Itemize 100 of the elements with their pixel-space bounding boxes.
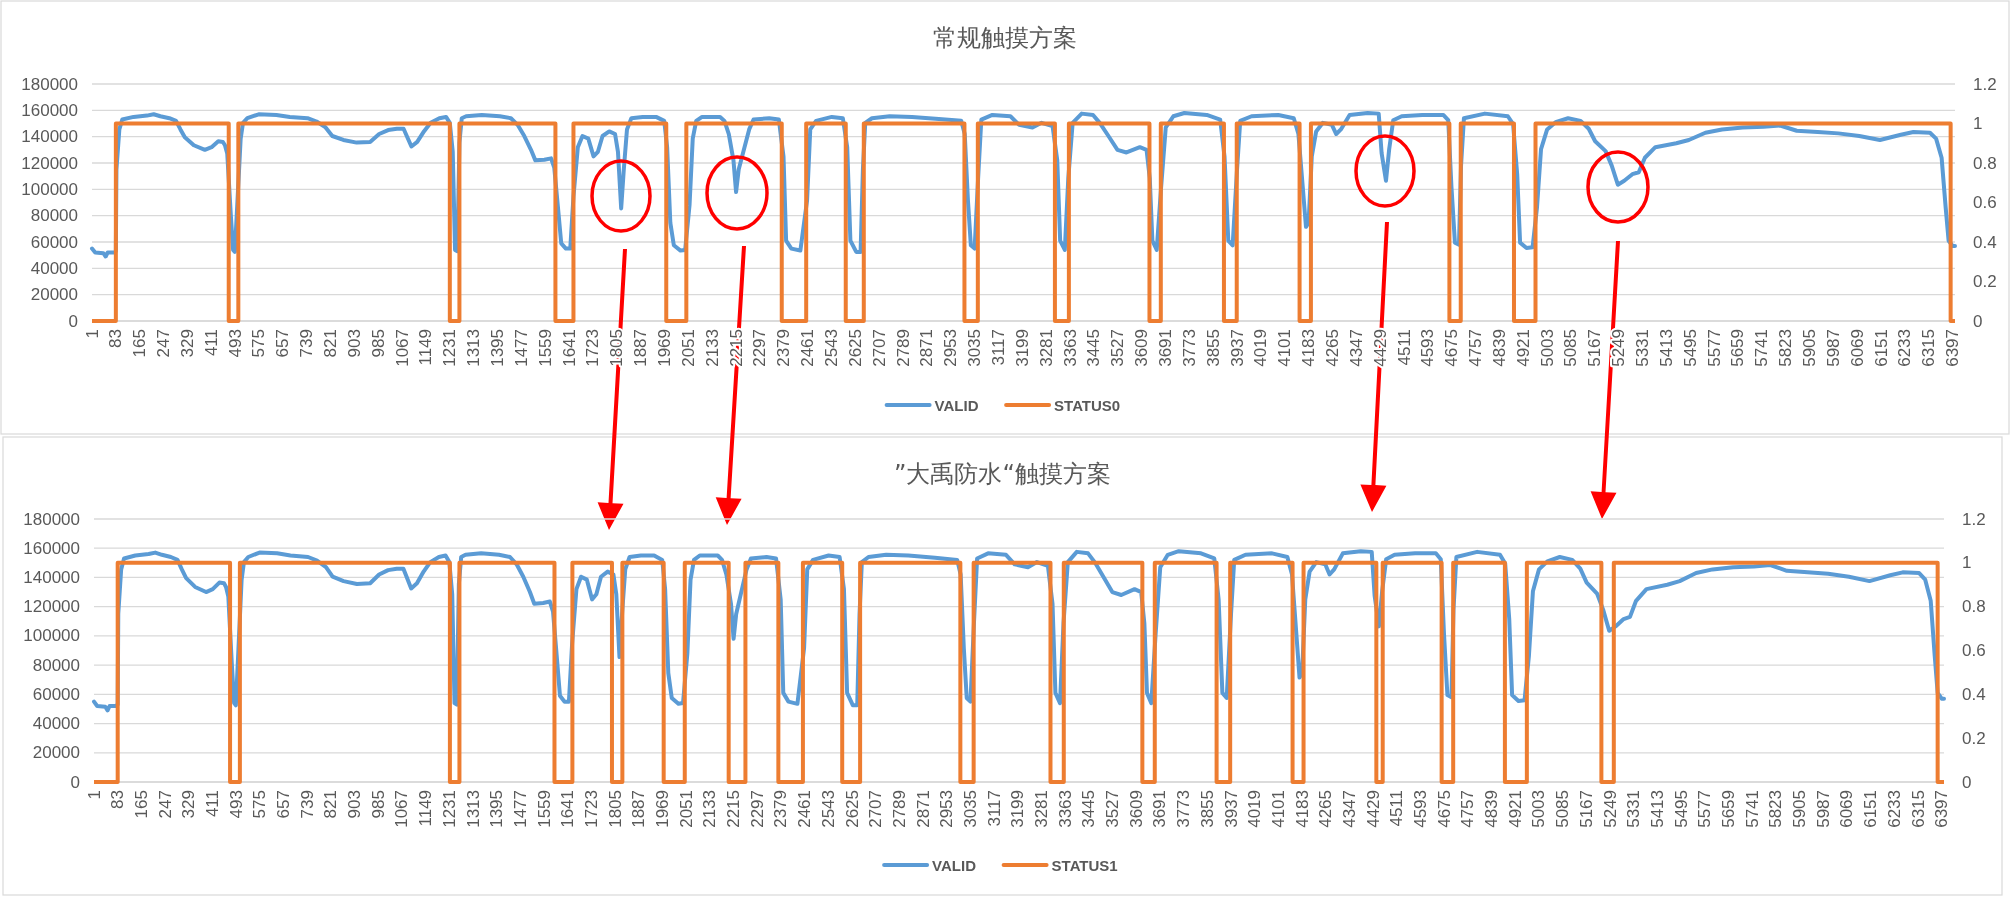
y-tick-label: 60000 — [30, 232, 78, 252]
y-tick-label: 140000 — [23, 567, 80, 587]
y2-tick-label: 0.6 — [1973, 193, 1997, 212]
y-tick-label: 0 — [70, 772, 80, 792]
x-tick-label: 2133 — [700, 790, 720, 828]
x-tick-label: 247 — [155, 790, 175, 819]
x-tick-label: 3445 — [1079, 790, 1099, 828]
x-tick-label: 4757 — [1466, 329, 1486, 367]
x-tick-label: 6315 — [1919, 329, 1939, 367]
y2-tick-label: 1.2 — [1973, 74, 1997, 94]
x-tick-label: 1969 — [655, 329, 675, 367]
x-tick-label: 4839 — [1482, 790, 1502, 828]
x-tick-label: 1149 — [416, 329, 436, 366]
x-tick-label: 2215 — [726, 329, 746, 367]
x-tick-label: 5003 — [1537, 329, 1557, 367]
x-tick-label: 6233 — [1884, 790, 1904, 828]
x-tick-label: 575 — [249, 329, 269, 358]
x-tick-label: 6397 — [1943, 329, 1963, 367]
x-tick-label: 1641 — [558, 790, 578, 828]
x-tick-label: 657 — [273, 329, 293, 358]
x-tick-label: 1 — [84, 790, 104, 800]
legend-label: STATUS1 — [1051, 856, 1118, 874]
x-tick-label: 2461 — [798, 329, 818, 367]
x-tick-label: 6233 — [1895, 329, 1915, 367]
x-tick-label: 1477 — [511, 329, 531, 367]
x-tick-label: 5331 — [1624, 790, 1644, 828]
x-tick-label: 657 — [274, 790, 294, 819]
x-tick-label: 4347 — [1346, 329, 1366, 367]
y-tick-label: 40000 — [32, 714, 80, 734]
x-tick-label: 2871 — [917, 329, 937, 367]
x-tick-label: 5085 — [1561, 329, 1581, 367]
x-tick-label: 2953 — [941, 329, 961, 367]
x-tick-label: 5495 — [1680, 329, 1700, 367]
x-tick-label: 5823 — [1776, 329, 1796, 367]
x-tick-label: 4265 — [1322, 329, 1342, 367]
legend-label: STATUS0 — [1054, 396, 1121, 414]
x-tick-label: 821 — [321, 329, 341, 358]
y-tick-label: 20000 — [32, 743, 80, 763]
x-tick-label: 1 — [82, 329, 102, 339]
x-tick-label: 5577 — [1704, 329, 1724, 367]
y2-tick-label: 0 — [1973, 311, 1983, 331]
y2-tick-label: 0.8 — [1962, 597, 1986, 617]
x-tick-label: 1231 — [439, 790, 459, 828]
y-tick-label: 60000 — [32, 684, 80, 704]
x-tick-label: 3035 — [965, 329, 985, 367]
y-tick-label: 160000 — [23, 538, 80, 558]
x-tick-label: 739 — [297, 329, 317, 358]
x-tick-label: 4019 — [1245, 790, 1265, 828]
x-tick-label: 985 — [368, 790, 388, 819]
x-tick-label: 2379 — [774, 329, 794, 367]
x-tick-label: 1395 — [488, 329, 508, 367]
x-tick-label: 1969 — [653, 790, 673, 828]
x-tick-label: 5987 — [1813, 790, 1833, 828]
x-tick-label: 329 — [179, 790, 199, 819]
x-tick-label: 4511 — [1387, 790, 1407, 827]
y-tick-label: 0 — [68, 311, 78, 331]
x-tick-label: 5577 — [1695, 790, 1715, 828]
x-tick-label: 2379 — [771, 790, 791, 828]
x-tick-label: 2625 — [842, 790, 862, 828]
x-tick-label: 2871 — [913, 790, 933, 828]
x-tick-label: 739 — [297, 790, 317, 819]
x-tick-label: 6151 — [1861, 790, 1881, 828]
x-tick-label: 83 — [108, 790, 128, 809]
legend-label: VALID — [932, 856, 977, 874]
legend-label: VALID — [934, 396, 979, 414]
y2-tick-label: 1 — [1973, 114, 1983, 133]
x-tick-label: 3281 — [1032, 790, 1052, 828]
x-tick-label: 5987 — [1823, 329, 1843, 367]
x-tick-label: 3199 — [1008, 790, 1028, 828]
x-tick-label: 5167 — [1576, 790, 1596, 828]
x-tick-label: 1313 — [464, 329, 484, 367]
x-tick-label: 3773 — [1174, 790, 1194, 828]
x-tick-label: 5905 — [1790, 790, 1810, 828]
x-tick-label: 247 — [154, 329, 174, 358]
x-tick-label: 903 — [345, 790, 365, 819]
x-tick-label: 165 — [131, 790, 151, 819]
x-tick-label: 1067 — [392, 790, 412, 828]
x-tick-label: 903 — [344, 329, 364, 358]
x-tick-label: 4593 — [1411, 790, 1431, 828]
x-tick-label: 411 — [201, 329, 221, 357]
x-tick-label: 5659 — [1718, 790, 1738, 828]
x-tick-label: 6069 — [1847, 329, 1867, 367]
x-tick-label: 4101 — [1275, 329, 1295, 367]
x-tick-label: 2789 — [893, 329, 913, 367]
x-tick-label: 2707 — [866, 790, 886, 828]
y2-tick-label: 0.2 — [1973, 272, 1997, 291]
x-tick-label: 2543 — [822, 329, 841, 367]
x-tick-label: 5659 — [1728, 329, 1748, 367]
x-tick-label: 5413 — [1656, 329, 1676, 367]
x-tick-label: 2789 — [889, 790, 909, 828]
y-tick-label: 120000 — [23, 597, 80, 617]
x-tick-label: 165 — [130, 329, 150, 358]
x-tick-label: 1313 — [463, 790, 483, 828]
x-tick-label: 5823 — [1766, 790, 1786, 828]
y2-tick-label: 0.8 — [1973, 153, 1997, 173]
x-tick-label: 2543 — [818, 790, 838, 828]
x-tick-label: 5413 — [1647, 790, 1667, 828]
x-tick-label: 4265 — [1316, 790, 1336, 828]
x-tick-label: 2461 — [795, 790, 815, 828]
x-tick-label: 2051 — [676, 790, 696, 828]
